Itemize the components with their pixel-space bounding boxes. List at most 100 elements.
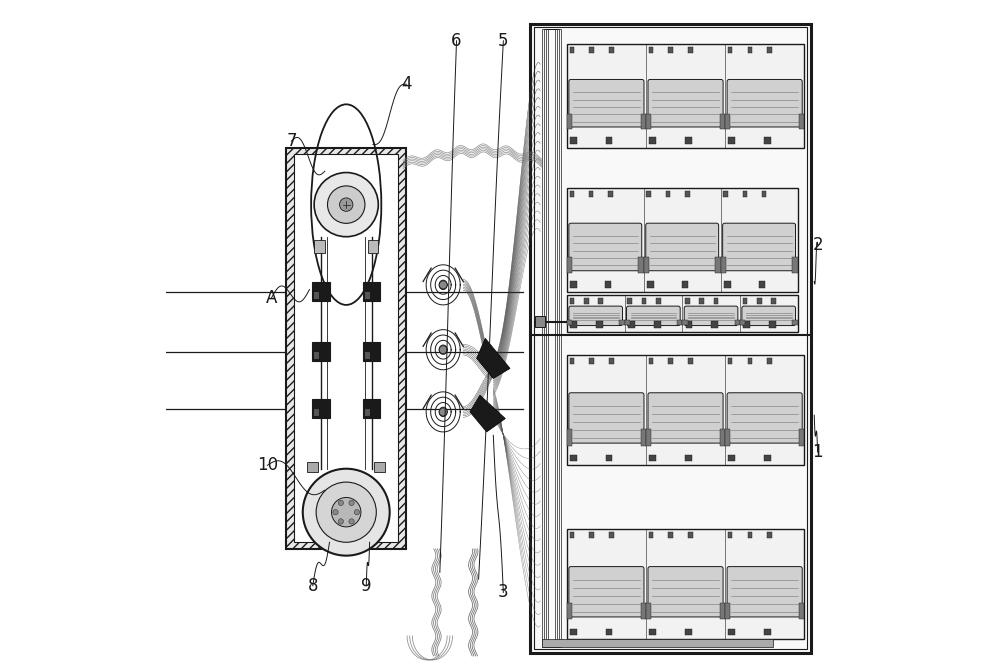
Bar bbox=[748, 48, 752, 53]
Circle shape bbox=[340, 198, 353, 211]
Bar bbox=[605, 281, 611, 287]
Bar bbox=[567, 188, 798, 291]
Bar bbox=[735, 320, 740, 325]
Bar bbox=[567, 295, 798, 332]
Bar bbox=[294, 155, 398, 542]
Bar bbox=[792, 320, 798, 325]
Bar bbox=[596, 321, 603, 328]
Bar bbox=[688, 48, 693, 53]
Bar bbox=[769, 321, 776, 328]
FancyBboxPatch shape bbox=[569, 567, 644, 617]
Bar bbox=[688, 532, 693, 537]
FancyBboxPatch shape bbox=[569, 80, 644, 127]
Bar bbox=[548, 29, 555, 647]
Bar bbox=[570, 298, 574, 304]
Bar bbox=[542, 639, 773, 647]
FancyBboxPatch shape bbox=[648, 393, 723, 443]
Bar bbox=[314, 409, 319, 416]
Bar bbox=[685, 298, 690, 304]
Bar bbox=[365, 292, 370, 299]
FancyBboxPatch shape bbox=[727, 393, 802, 443]
Bar bbox=[642, 298, 646, 304]
Bar bbox=[628, 321, 635, 328]
Bar bbox=[365, 409, 370, 416]
Bar bbox=[567, 355, 804, 466]
Bar bbox=[567, 114, 572, 129]
Bar bbox=[721, 257, 726, 273]
FancyBboxPatch shape bbox=[727, 567, 802, 617]
Bar bbox=[544, 29, 559, 647]
Bar bbox=[567, 44, 804, 148]
Bar bbox=[567, 320, 572, 325]
Bar bbox=[682, 320, 688, 325]
Circle shape bbox=[316, 482, 376, 542]
Bar bbox=[567, 603, 572, 619]
Bar bbox=[767, 48, 772, 53]
Bar bbox=[567, 429, 572, 446]
Bar bbox=[743, 298, 747, 304]
Text: A: A bbox=[266, 289, 277, 308]
Bar bbox=[656, 298, 661, 304]
Bar bbox=[363, 282, 380, 301]
Bar bbox=[682, 281, 688, 287]
Bar bbox=[728, 628, 735, 635]
Bar bbox=[764, 137, 771, 144]
Bar bbox=[767, 532, 772, 537]
Bar bbox=[799, 603, 804, 619]
FancyBboxPatch shape bbox=[727, 80, 802, 127]
Bar bbox=[314, 240, 325, 253]
Polygon shape bbox=[470, 395, 505, 432]
Bar bbox=[647, 281, 654, 287]
Bar bbox=[363, 399, 380, 418]
Bar bbox=[314, 352, 319, 359]
Bar bbox=[534, 27, 807, 649]
Bar bbox=[368, 240, 378, 253]
Bar bbox=[570, 191, 574, 196]
Bar bbox=[570, 321, 577, 328]
Bar bbox=[759, 281, 765, 287]
Bar bbox=[725, 429, 730, 446]
Bar bbox=[589, 48, 594, 53]
Text: 9: 9 bbox=[361, 577, 372, 595]
Bar bbox=[764, 455, 771, 462]
Bar bbox=[606, 455, 612, 462]
Polygon shape bbox=[477, 338, 510, 379]
Bar bbox=[649, 455, 656, 462]
Bar bbox=[668, 48, 673, 53]
Bar bbox=[720, 114, 725, 129]
Bar bbox=[714, 298, 718, 304]
Circle shape bbox=[338, 500, 344, 506]
Text: 1: 1 bbox=[812, 443, 823, 461]
Bar bbox=[641, 429, 646, 446]
Text: 2: 2 bbox=[812, 236, 823, 254]
Circle shape bbox=[303, 469, 390, 555]
Bar bbox=[646, 114, 651, 129]
Bar bbox=[641, 114, 646, 129]
Bar bbox=[728, 532, 732, 537]
Bar bbox=[668, 532, 673, 537]
Bar bbox=[767, 358, 772, 364]
Bar bbox=[307, 462, 318, 472]
FancyBboxPatch shape bbox=[569, 306, 623, 326]
Circle shape bbox=[354, 509, 360, 515]
Bar bbox=[546, 29, 557, 647]
Bar bbox=[627, 298, 632, 304]
Circle shape bbox=[349, 519, 354, 524]
Bar bbox=[641, 603, 646, 619]
Bar bbox=[688, 358, 693, 364]
Bar bbox=[711, 321, 718, 328]
Text: 8: 8 bbox=[308, 577, 318, 595]
Bar bbox=[609, 358, 614, 364]
Circle shape bbox=[332, 497, 361, 527]
Text: 10: 10 bbox=[257, 456, 278, 474]
Bar bbox=[728, 137, 735, 144]
Bar bbox=[725, 603, 730, 619]
Bar bbox=[699, 298, 704, 304]
Bar bbox=[685, 628, 692, 635]
Bar bbox=[363, 342, 380, 361]
Bar bbox=[720, 429, 725, 446]
Bar bbox=[649, 137, 656, 144]
Text: 3: 3 bbox=[498, 584, 509, 602]
Bar bbox=[570, 358, 574, 364]
Bar bbox=[748, 532, 752, 537]
